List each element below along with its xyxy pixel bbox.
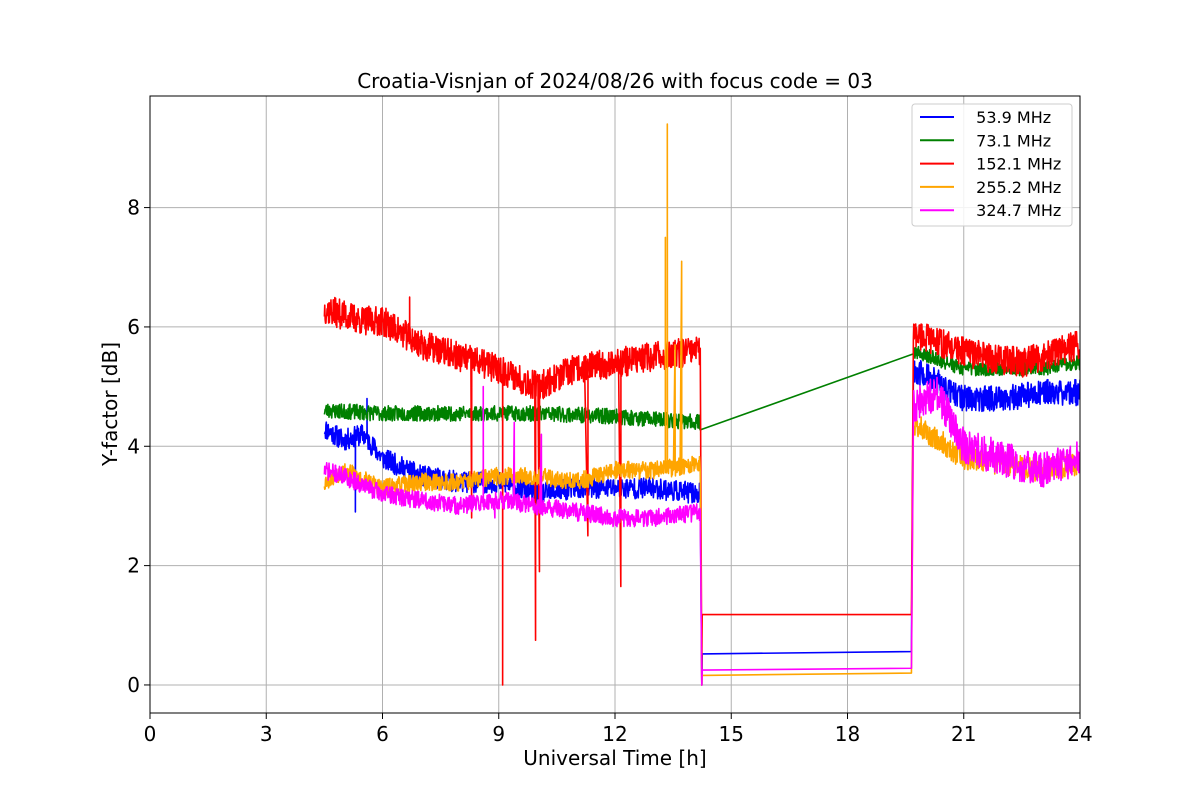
y-tick-label: 0: [127, 673, 140, 697]
legend-label: 255.2 MHz: [966, 178, 1061, 197]
series-line-3: [323, 296, 1080, 686]
y-tick-label: 6: [127, 315, 140, 339]
legend-label: 152.1 MHz: [966, 155, 1061, 174]
x-tick-label: 9: [492, 722, 505, 746]
x-tick-label: 3: [260, 722, 273, 746]
series-line-1: [323, 359, 1080, 686]
x-tick-label: 12: [602, 722, 627, 746]
legend-label: 53.9 MHz: [966, 108, 1051, 127]
y-tick-label: 4: [127, 434, 140, 458]
series-line-5: [323, 376, 1080, 686]
chart-title: Croatia-Visnjan of 2024/08/26 with focus…: [357, 69, 873, 93]
y-axis-ticks: 0 2 4 6 8: [127, 196, 150, 697]
y-tick-label: 2: [127, 554, 140, 578]
series-lines: [323, 123, 1080, 686]
legend-label: 324.7 MHz: [966, 201, 1061, 220]
x-tick-label: 0: [144, 722, 157, 746]
x-axis-ticks: 0 3 6 9 12 15 18 21 24: [144, 713, 1093, 746]
x-tick-label: 18: [835, 722, 860, 746]
x-tick-label: 24: [1067, 722, 1092, 746]
x-tick-label: 21: [951, 722, 976, 746]
legend-label: 73.1 MHz: [966, 131, 1051, 150]
y-tick-label: 8: [127, 196, 140, 220]
legend-box: [911, 103, 1073, 227]
legend: 53.9 MHz 73.1 MHz 152.1 MHz 255.2 MHz 32…: [911, 103, 1073, 227]
y-axis-label: Y-factor [dB]: [98, 342, 122, 467]
x-tick-label: 6: [376, 722, 389, 746]
x-tick-label: 15: [719, 722, 744, 746]
series-line-2: [323, 345, 1080, 431]
x-axis-label: Universal Time [h]: [523, 746, 706, 770]
